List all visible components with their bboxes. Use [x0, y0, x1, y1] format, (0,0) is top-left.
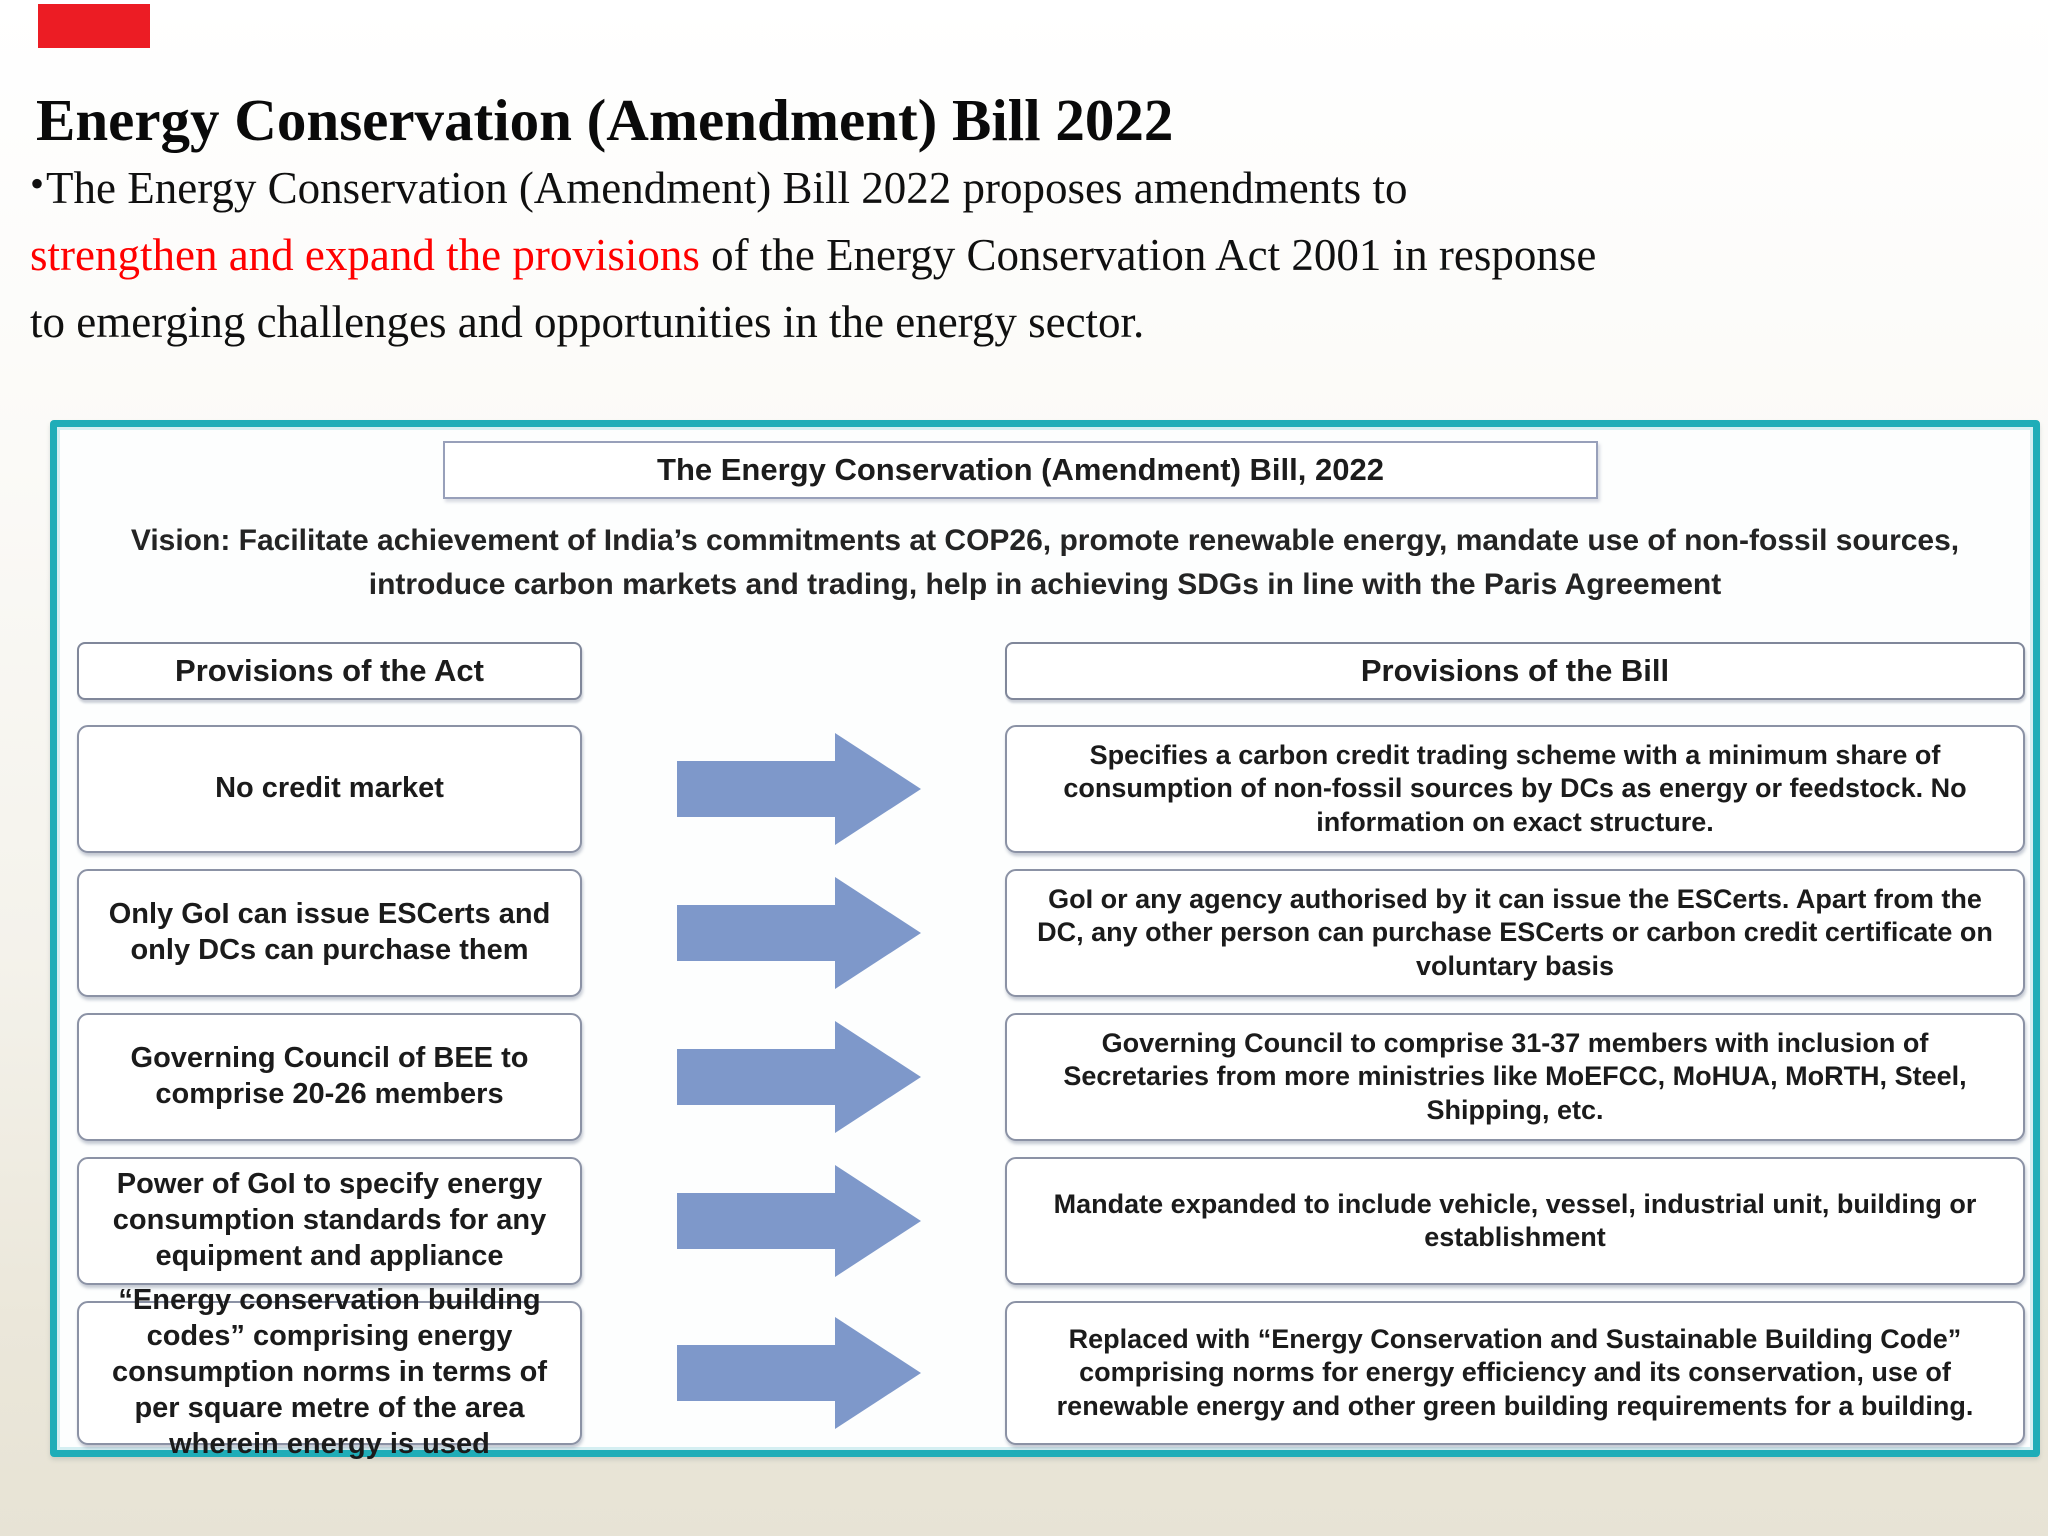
- vision-statement: Vision: Facilitate achievement of India’…: [130, 524, 1960, 602]
- highlighted-text: strengthen and expand the provisions: [30, 230, 700, 280]
- bill-provision-box: Replaced with “Energy Conservation and S…: [1005, 1301, 2025, 1445]
- vision-statement-wrap: Vision: Facilitate achievement of India’…: [57, 519, 2033, 608]
- act-provision-box: Power of GoI to specify energy consumpti…: [77, 1157, 582, 1285]
- diagram-inner: The Energy Conservation (Amendment) Bill…: [57, 427, 2033, 1460]
- act-provision-box: Only GoI can issue ESCerts and only DCs …: [77, 869, 582, 997]
- comparison-row-5: “Energy conservation building codes” com…: [57, 1284, 2033, 1460]
- arrow-head: [835, 1317, 921, 1429]
- comparison-row-1: No credit market Specifies a carbon cred…: [57, 725, 2033, 853]
- paragraph-text-1: The Energy Conservation (Amendment) Bill…: [46, 163, 1408, 213]
- right-arrow-icon: [677, 733, 922, 845]
- arrow-head: [835, 1165, 921, 1277]
- slide-paragraph: •The Energy Conservation (Amendment) Bil…: [30, 150, 2040, 356]
- bullet-marker: •: [30, 161, 45, 206]
- arrow-body: [677, 1193, 835, 1249]
- bill-provision-box: Specifies a carbon credit trading scheme…: [1005, 725, 2025, 853]
- right-arrow-icon: [677, 1165, 922, 1277]
- arrow-head: [835, 1021, 921, 1133]
- bill-provision-box: GoI or any agency authorised by it can i…: [1005, 869, 2025, 997]
- arrow-head: [835, 877, 921, 989]
- bill-comparison-diagram: The Energy Conservation (Amendment) Bill…: [50, 420, 2040, 1460]
- slide-title: Energy Conservation (Amendment) Bill 202…: [36, 86, 1174, 153]
- diagram-title-box: The Energy Conservation (Amendment) Bill…: [443, 441, 1598, 499]
- bill-provision-box: Mandate expanded to include vehicle, ves…: [1005, 1157, 2025, 1285]
- red-corner-marker: [38, 4, 150, 48]
- arrow-body: [677, 761, 835, 817]
- comparison-row-4: Power of GoI to specify energy consumpti…: [57, 1157, 2033, 1285]
- right-arrow-icon: [677, 1021, 922, 1133]
- act-provision-box: “Energy conservation building codes” com…: [77, 1284, 582, 1460]
- paragraph-line-1: •The Energy Conservation (Amendment) Bil…: [30, 150, 2040, 222]
- comparison-rows: No credit market Specifies a carbon cred…: [57, 725, 2033, 1460]
- right-arrow-icon: [677, 877, 922, 989]
- act-provision-box: Governing Council of BEE to comprise 20-…: [77, 1013, 582, 1141]
- act-provision-box: No credit market: [77, 725, 582, 853]
- arrow-body: [677, 1345, 835, 1401]
- bill-provision-box: Governing Council to comprise 31-37 memb…: [1005, 1013, 2025, 1141]
- paragraph-line-3: to emerging challenges and opportunities…: [30, 297, 1145, 347]
- bill-column-header: Provisions of the Bill: [1005, 642, 2025, 700]
- comparison-row-2: Only GoI can issue ESCerts and only DCs …: [57, 869, 2033, 997]
- act-column-header: Provisions of the Act: [77, 642, 582, 700]
- arrow-body: [677, 1049, 835, 1105]
- right-arrow-icon: [677, 1317, 922, 1429]
- comparison-row-3: Governing Council of BEE to comprise 20-…: [57, 1013, 2033, 1141]
- paragraph-text-2: of the Energy Conservation Act 2001 in r…: [699, 230, 1597, 280]
- arrow-head: [835, 733, 921, 845]
- paragraph-line-2: strengthen and expand the provisions of …: [30, 222, 2040, 289]
- arrow-body: [677, 905, 835, 961]
